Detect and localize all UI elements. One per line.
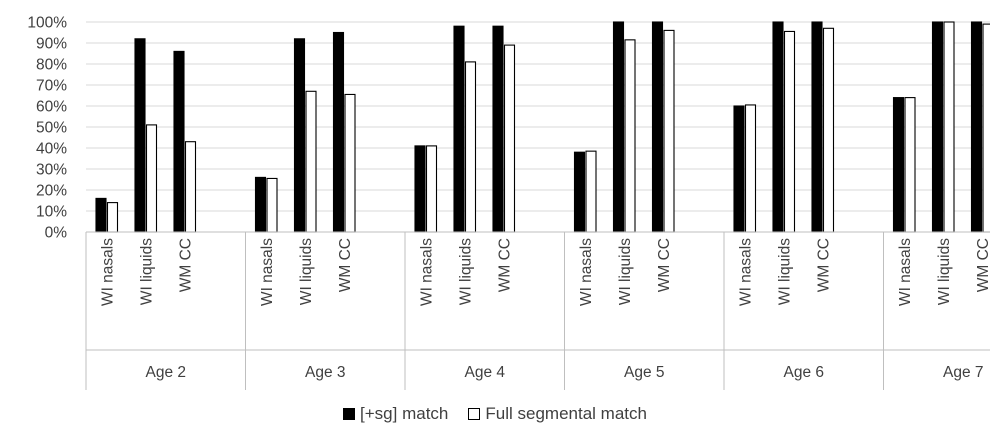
- x-category-label: WI liquids: [138, 238, 155, 305]
- x-group-label: Age 7: [943, 364, 984, 381]
- bar-sg-match: [173, 50, 185, 233]
- bar-sg-match: [772, 21, 784, 233]
- bar-full-segmental-match: [503, 44, 516, 233]
- legend-item-sg-match: [+sg] match: [343, 404, 448, 424]
- y-tick-label: 10%: [36, 204, 67, 221]
- x-category-label: WI liquids: [617, 238, 634, 305]
- x-category-label: WM CC: [337, 238, 354, 292]
- x-category-label: WM CC: [656, 238, 673, 292]
- bar-full-segmental-match: [585, 150, 597, 233]
- bar-chart: 0% 10% 20% 30% 40% 50% 60% 70% 80% 90% 100% WI nas…: [27, 15, 990, 390]
- bar-full-segmental-match: [184, 141, 197, 233]
- x-group-label: Age 6: [783, 364, 824, 381]
- bar-sg-match: [970, 21, 983, 233]
- y-tick-label: 100%: [27, 15, 67, 32]
- bar-full-segmental-match: [106, 202, 119, 233]
- bar-full-segmental-match: [464, 61, 477, 233]
- bar-full-segmental-match: [305, 90, 317, 233]
- x-category-label: WM CC: [815, 238, 832, 292]
- bar-full-segmental-match: [982, 23, 990, 233]
- bar-full-segmental-match: [904, 97, 916, 233]
- x-category-label: WM CC: [496, 238, 513, 292]
- legend-label: Full segmental match: [485, 404, 647, 423]
- gridlines: [86, 21, 990, 233]
- x-category-label: WI nasals: [737, 238, 754, 306]
- y-tick-label: 70%: [36, 78, 67, 95]
- x-axis: [85, 231, 990, 390]
- legend-item-full-segmental-match: Full segmental match: [468, 404, 647, 424]
- y-tick-label: 30%: [36, 162, 67, 179]
- legend-label: [+sg] match: [360, 404, 449, 423]
- bar-sg-match: [332, 31, 345, 233]
- bar-full-segmental-match: [266, 177, 278, 233]
- y-tick-label: 40%: [36, 141, 67, 158]
- bar-sg-match: [414, 145, 426, 233]
- x-group-label: Age 5: [624, 364, 665, 381]
- bar-sg-match: [612, 21, 625, 233]
- bar-sg-match: [134, 38, 146, 233]
- legend-swatch-white: [468, 408, 481, 420]
- x-group-label: Age 2: [145, 364, 186, 381]
- bar-full-segmental-match: [744, 104, 757, 233]
- x-category-label: WI liquids: [776, 238, 793, 305]
- y-tick-label: 50%: [36, 120, 67, 137]
- bar-sg-match: [293, 38, 306, 233]
- bar-full-segmental-match: [624, 39, 636, 233]
- bar-full-segmental-match: [145, 124, 158, 233]
- legend: [+sg] match Full segmental match: [0, 404, 990, 424]
- x-category-label: WI nasals: [418, 238, 435, 306]
- bar-sg-match: [254, 176, 267, 233]
- x-group-label: Age 3: [305, 364, 346, 381]
- x-category-label: WM CC: [975, 238, 990, 292]
- x-category-label: WI liquids: [936, 238, 953, 305]
- x-category-label: WM CC: [177, 238, 194, 292]
- bar-sg-match: [492, 25, 504, 233]
- bar-sg-match: [733, 105, 745, 233]
- bar-sg-match: [931, 21, 944, 233]
- bar-sg-match: [453, 25, 465, 233]
- x-category-label: WI nasals: [259, 238, 276, 306]
- bar-sg-match: [811, 21, 823, 233]
- bar-sg-match: [573, 151, 586, 233]
- y-axis-ticks: 0% 10% 20% 30% 40% 50% 60% 70% 80% 90% 100%: [27, 15, 67, 242]
- bar-full-segmental-match: [344, 93, 356, 233]
- x-category-label: WI liquids: [457, 238, 474, 305]
- bar-sg-match: [892, 97, 905, 233]
- x-category-label: WI nasals: [578, 238, 595, 306]
- bar-sg-match: [95, 197, 107, 233]
- x-group-labels: Age 2 Age 3 Age 4 Age 5 Age 6 Age 7: [145, 364, 983, 381]
- y-tick-label: 90%: [36, 36, 67, 53]
- bar-full-segmental-match: [425, 145, 438, 233]
- y-tick-label: 60%: [36, 99, 67, 116]
- legend-swatch-black: [343, 408, 356, 420]
- y-tick-label: 0%: [45, 225, 68, 242]
- y-tick-label: 80%: [36, 57, 67, 74]
- bar-full-segmental-match: [822, 27, 835, 233]
- x-category-label: WI nasals: [897, 238, 914, 306]
- x-category-label: WI liquids: [298, 238, 315, 305]
- y-tick-label: 20%: [36, 183, 67, 200]
- bar-full-segmental-match: [943, 21, 955, 233]
- x-group-label: Age 4: [464, 364, 505, 381]
- bar-sg-match: [651, 21, 664, 233]
- bars: [95, 21, 990, 233]
- bar-full-segmental-match: [663, 29, 675, 233]
- bar-full-segmental-match: [783, 30, 796, 233]
- x-category-labels: WI nasals WI liquids WM CC WI nasals WI liqu…: [99, 238, 990, 306]
- x-category-label: WI nasals: [99, 238, 116, 306]
